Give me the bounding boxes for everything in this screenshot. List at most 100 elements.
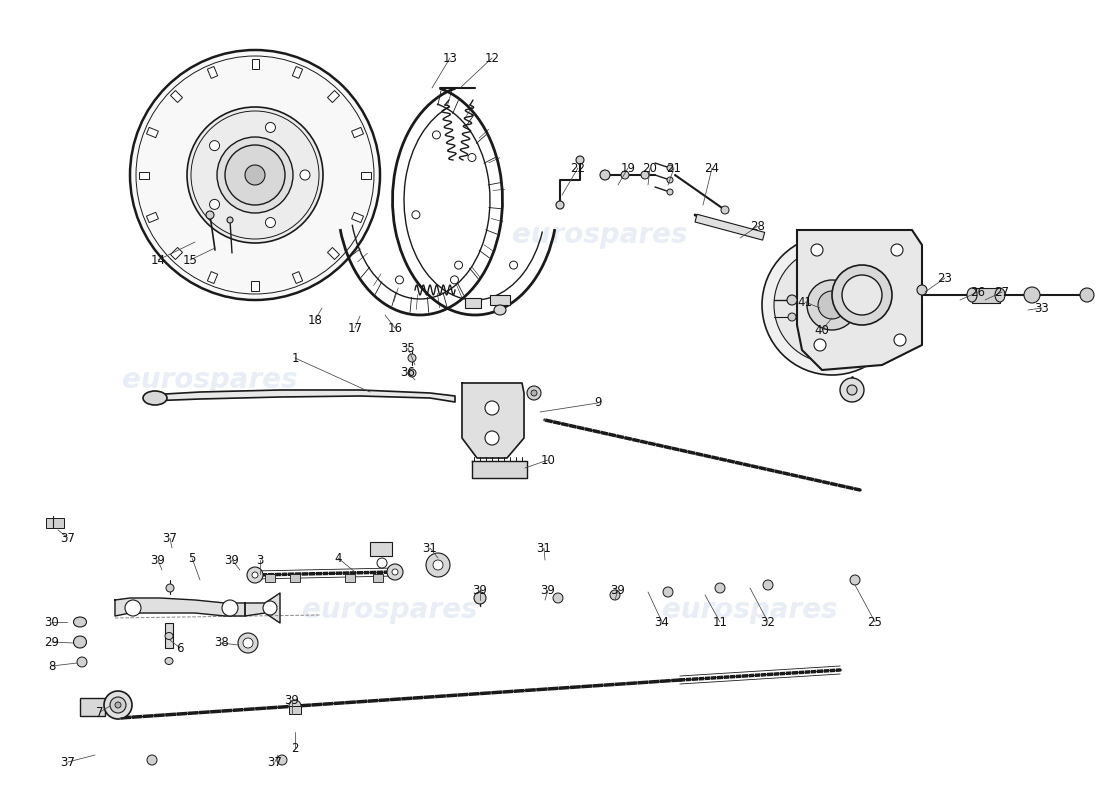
Polygon shape (116, 598, 245, 616)
FancyBboxPatch shape (208, 271, 218, 283)
Text: 9: 9 (594, 397, 602, 410)
Circle shape (300, 170, 310, 180)
Circle shape (238, 633, 258, 653)
Circle shape (110, 697, 126, 713)
Circle shape (468, 154, 476, 162)
Bar (370, 542, 392, 556)
Text: 19: 19 (620, 162, 636, 174)
Circle shape (206, 211, 214, 219)
Text: eurospares: eurospares (302, 596, 477, 624)
Text: 39: 39 (285, 694, 299, 706)
Text: 1: 1 (292, 351, 299, 365)
Text: 13: 13 (442, 51, 458, 65)
Ellipse shape (143, 391, 167, 405)
Circle shape (265, 122, 275, 133)
Circle shape (485, 431, 499, 445)
Circle shape (226, 145, 285, 205)
Text: 10: 10 (540, 454, 556, 466)
Bar (80, 698, 104, 716)
Text: 35: 35 (400, 342, 416, 354)
Ellipse shape (494, 305, 506, 315)
Circle shape (396, 276, 404, 284)
FancyBboxPatch shape (170, 247, 183, 259)
Circle shape (663, 587, 673, 597)
Text: 28: 28 (750, 219, 766, 233)
FancyBboxPatch shape (328, 247, 340, 259)
Circle shape (485, 401, 499, 415)
Circle shape (621, 171, 629, 179)
Circle shape (392, 569, 398, 575)
Circle shape (842, 275, 882, 315)
Ellipse shape (165, 633, 173, 639)
Text: 18: 18 (308, 314, 322, 326)
Circle shape (289, 700, 301, 712)
Text: 37: 37 (267, 755, 283, 769)
Circle shape (556, 201, 564, 209)
Bar (465, 298, 481, 308)
Circle shape (667, 165, 673, 171)
Circle shape (209, 141, 220, 150)
Text: 8: 8 (48, 659, 56, 673)
Text: 5: 5 (188, 551, 196, 565)
Circle shape (147, 755, 157, 765)
Circle shape (408, 354, 416, 362)
Text: 37: 37 (60, 755, 76, 769)
Circle shape (917, 285, 927, 295)
Circle shape (610, 590, 620, 600)
Text: 31: 31 (422, 542, 438, 554)
Circle shape (411, 210, 420, 218)
Circle shape (227, 217, 233, 223)
Text: 3: 3 (256, 554, 264, 566)
FancyBboxPatch shape (352, 212, 363, 222)
Polygon shape (798, 230, 922, 370)
Text: 2: 2 (292, 742, 299, 754)
Circle shape (408, 369, 416, 377)
Text: 39: 39 (151, 554, 165, 566)
Text: 11: 11 (713, 615, 727, 629)
Circle shape (243, 638, 253, 648)
Circle shape (850, 575, 860, 585)
Circle shape (763, 580, 773, 590)
Bar (373, 574, 383, 582)
Circle shape (832, 265, 892, 325)
Circle shape (715, 583, 725, 593)
Text: 32: 32 (760, 615, 775, 629)
Text: 12: 12 (484, 51, 499, 65)
Text: 39: 39 (540, 583, 556, 597)
Circle shape (432, 131, 440, 139)
Bar (345, 574, 355, 582)
Circle shape (277, 755, 287, 765)
Text: 17: 17 (348, 322, 363, 334)
Text: 39: 39 (610, 583, 626, 597)
Circle shape (209, 199, 220, 210)
Circle shape (840, 378, 864, 402)
Circle shape (130, 50, 380, 300)
Circle shape (762, 235, 902, 375)
Circle shape (894, 334, 906, 346)
Text: 41: 41 (798, 295, 813, 309)
Text: eurospares: eurospares (122, 366, 298, 394)
Text: 14: 14 (151, 254, 165, 266)
FancyBboxPatch shape (252, 281, 258, 291)
Text: 22: 22 (571, 162, 585, 174)
Circle shape (217, 137, 293, 213)
Text: 25: 25 (868, 615, 882, 629)
Polygon shape (148, 390, 455, 402)
Text: 37: 37 (60, 531, 76, 545)
FancyBboxPatch shape (293, 66, 303, 78)
Text: 24: 24 (704, 162, 719, 174)
Text: 39: 39 (224, 554, 240, 566)
Bar (265, 574, 275, 582)
FancyBboxPatch shape (352, 127, 363, 138)
Circle shape (720, 206, 729, 214)
Text: eurospares: eurospares (662, 596, 838, 624)
Bar (46, 518, 64, 528)
Text: 26: 26 (970, 286, 986, 298)
Text: eurospares: eurospares (513, 221, 688, 249)
Circle shape (104, 691, 132, 719)
FancyBboxPatch shape (170, 90, 183, 102)
Text: 20: 20 (642, 162, 658, 174)
Bar (490, 295, 510, 305)
Text: 34: 34 (654, 615, 670, 629)
Circle shape (807, 280, 857, 330)
